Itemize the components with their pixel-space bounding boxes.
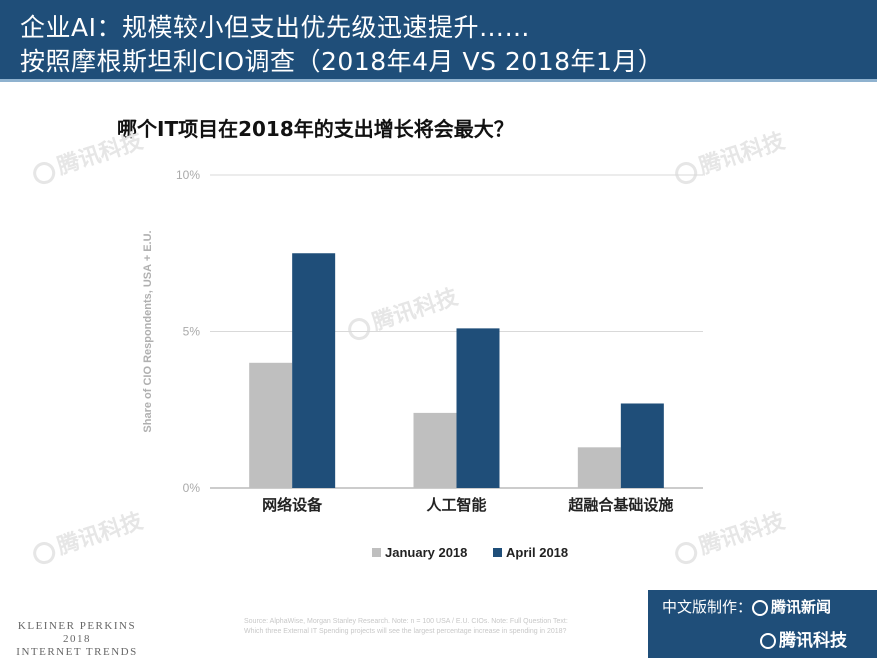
brand-news: 腾讯新闻 xyxy=(771,598,832,616)
brand-box: 中文版制作： 腾讯新闻 腾讯科技 xyxy=(648,590,877,658)
y-axis-label: Share of CIO Respondents, USA + E.U. xyxy=(142,230,154,432)
y-tick-label: 0% xyxy=(183,481,201,495)
kleiner-perkins-logo: KLEINER PERKINS 2018 INTERNET TRENDS xyxy=(12,620,142,659)
legend-label: April 2018 xyxy=(506,545,568,560)
bar-january xyxy=(249,362,293,488)
x-tick-label: 超融合基础设施 xyxy=(567,496,673,514)
kp-report: INTERNET TRENDS xyxy=(16,646,138,658)
brand-label: 中文版制作： xyxy=(662,598,753,616)
x-tick-label: 人工智能 xyxy=(426,496,486,514)
kp-name: KLEINER PERKINS xyxy=(17,620,137,632)
brand-line-1: 中文版制作： 腾讯新闻 xyxy=(662,596,831,617)
source-question: Which three External IT Spending project… xyxy=(244,628,567,635)
kp-year: 2018 xyxy=(63,633,91,645)
bar-january xyxy=(413,412,457,488)
title-banner: 企业AI：规模较小但支出优先级迅速提升…… 按照摩根斯坦利CIO调查（2018年… xyxy=(0,0,877,82)
tencent-logo-icon xyxy=(752,599,769,616)
x-tick-label: 网络设备 xyxy=(262,496,323,514)
tencent-logo-icon xyxy=(760,633,776,649)
brand-tech: 腾讯科技 xyxy=(779,631,847,651)
y-tick-label: 5% xyxy=(183,325,201,339)
page-subtitle: 按照摩根斯坦利CIO调查（2018年4月 VS 2018年1月） xyxy=(20,47,664,76)
legend-label: January 2018 xyxy=(385,545,467,560)
bar-april xyxy=(620,403,664,488)
bar-april xyxy=(292,253,336,488)
legend-swatch xyxy=(372,548,381,557)
y-tick-label: 10% xyxy=(176,168,200,182)
page-title: 企业AI：规模较小但支出优先级迅速提升…… xyxy=(20,13,530,42)
source-note: Source: AlphaWise, Morgan Stanley Resear… xyxy=(244,617,568,637)
brand-line-2: 腾讯科技 xyxy=(760,626,847,651)
chart-title: 哪个IT项目在2018年的支出增长将会最大？ xyxy=(117,117,514,141)
bar-january xyxy=(577,447,621,488)
source-line: Source: AlphaWise, Morgan Stanley Resear… xyxy=(244,618,568,625)
legend-swatch xyxy=(493,548,502,557)
bar-april xyxy=(456,328,500,488)
